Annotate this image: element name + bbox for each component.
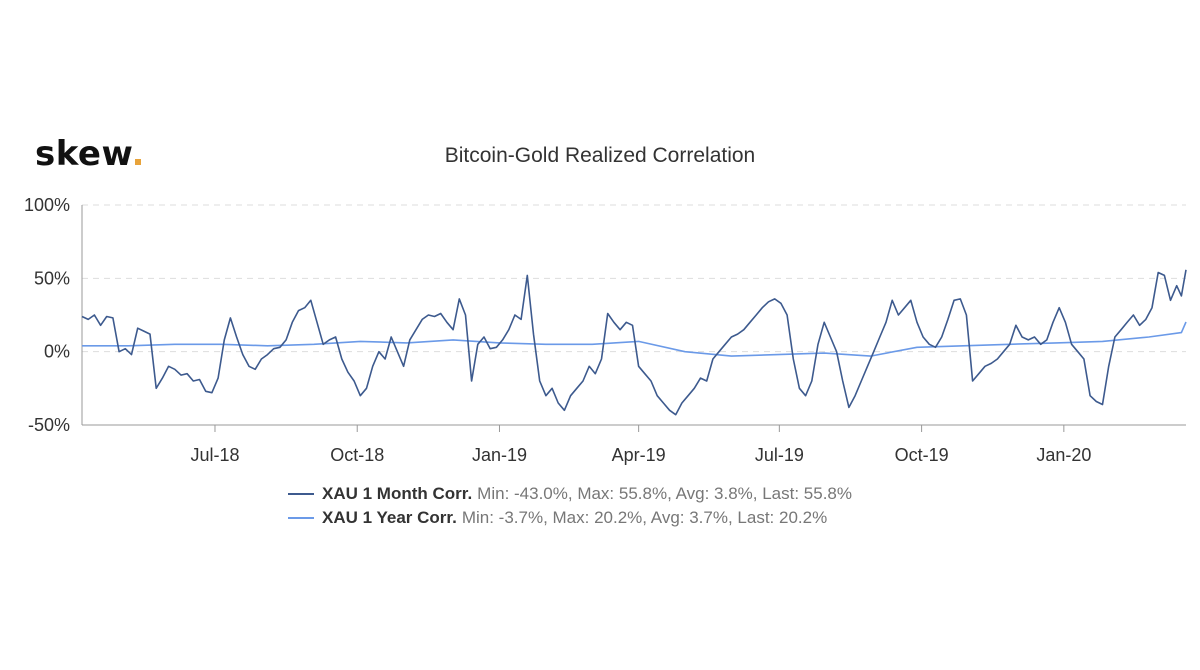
chart-title: Bitcoin-Gold Realized Correlation xyxy=(444,144,756,167)
y-tick-label: -50% xyxy=(28,415,70,435)
legend-item-1-month[interactable]: XAU 1 Month Corr. Min: -43.0%, Max: 55.8… xyxy=(288,482,852,506)
skew-logo: skew xyxy=(35,134,142,174)
legend-swatch-1-month xyxy=(288,493,314,495)
x-axis-tick-marks xyxy=(214,425,1065,432)
y-tick-label: 50% xyxy=(34,268,70,288)
y-tick-label: 100% xyxy=(24,195,70,215)
x-tick-label: Jul-19 xyxy=(755,445,804,465)
legend-label-1-year: XAU 1 Year Corr. xyxy=(322,508,457,527)
x-axis-tick-labels: Jul-18 Oct-18 Jan-19 Apr-19 Jul-19 Oct-19 Jan-… xyxy=(190,445,1091,465)
series-line-0 xyxy=(81,269,1187,416)
chart-gridlines xyxy=(82,204,1186,353)
chart-legend: XAU 1 Month Corr. Min: -43.0%, Max: 55.8… xyxy=(288,482,852,530)
legend-stats-1-year: Min: -3.7%, Max: 20.2%, Avg: 3.7%, Last:… xyxy=(461,508,828,527)
series-lines xyxy=(81,269,1187,416)
x-tick-label: Oct-19 xyxy=(895,445,949,465)
legend-stats-1-month: Min: -43.0%, Max: 55.8%, Avg: 3.8%, Last… xyxy=(477,484,853,503)
legend-item-1-year[interactable]: XAU 1 Year Corr. Min: -3.7%, Max: 20.2%,… xyxy=(288,506,852,530)
x-tick-label: Jul-18 xyxy=(190,445,239,465)
x-tick-label: Jan-19 xyxy=(472,445,527,465)
y-axis-tick-labels: 100% 50% 0% -50% xyxy=(24,195,70,435)
skew-logo-dot xyxy=(135,159,142,165)
x-tick-label: Jan-20 xyxy=(1036,445,1091,465)
series-line-1 xyxy=(82,321,1187,357)
skew-logo-text: skew xyxy=(35,134,134,174)
x-tick-label: Apr-19 xyxy=(612,445,666,465)
x-tick-label: Oct-18 xyxy=(330,445,384,465)
legend-label-1-month: XAU 1 Month Corr. xyxy=(322,484,473,503)
legend-swatch-1-year xyxy=(288,517,314,519)
y-tick-label: 0% xyxy=(44,342,70,362)
